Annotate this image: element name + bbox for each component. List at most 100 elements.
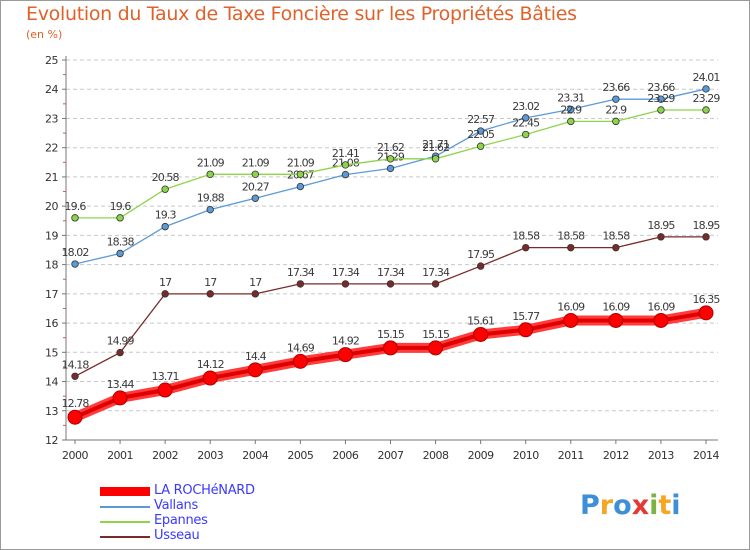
data-label: 22.45 bbox=[512, 117, 540, 130]
data-label: 17.34 bbox=[377, 266, 405, 279]
data-point bbox=[71, 214, 79, 222]
data-label: 21.62 bbox=[377, 141, 404, 154]
data-point bbox=[431, 280, 440, 288]
legend-swatch-usseau bbox=[100, 536, 150, 538]
data-label: 23.29 bbox=[647, 92, 675, 105]
data-point bbox=[112, 390, 128, 406]
data-point bbox=[251, 290, 259, 298]
data-point bbox=[428, 340, 444, 356]
data-point bbox=[522, 114, 530, 122]
data-label: 21.09 bbox=[287, 156, 315, 169]
data-point bbox=[476, 142, 485, 150]
x-tick-label: 2010 bbox=[513, 449, 539, 462]
x-tick-label: 2001 bbox=[107, 449, 133, 462]
data-point bbox=[341, 161, 350, 169]
logo-letter: i bbox=[649, 490, 659, 521]
data-point bbox=[251, 170, 259, 178]
data-point bbox=[702, 106, 710, 114]
data-point bbox=[567, 117, 575, 126]
data-label: 18.95 bbox=[693, 219, 721, 232]
data-label: 13.71 bbox=[152, 370, 179, 383]
logo-letter: i bbox=[671, 490, 681, 521]
data-label: 14.99 bbox=[107, 335, 135, 348]
y-tick-label: 15 bbox=[45, 346, 58, 359]
data-label: 15.15 bbox=[422, 328, 450, 341]
data-label: 17.34 bbox=[422, 266, 450, 279]
data-point bbox=[473, 326, 489, 342]
data-label: 13.44 bbox=[107, 378, 135, 391]
data-label: 23.66 bbox=[647, 81, 675, 94]
x-tick-label: 2002 bbox=[152, 449, 178, 462]
chart-title: Evolution du Taux de Taxe Foncière sur l… bbox=[26, 3, 577, 25]
data-point bbox=[657, 106, 665, 114]
legend-label-la-rochenard: LA ROCHéNARD bbox=[154, 483, 255, 498]
data-label: 18.38 bbox=[107, 236, 135, 249]
x-tick-label: 2011 bbox=[558, 449, 584, 462]
data-label: 14.12 bbox=[197, 358, 224, 371]
logo-letter: o bbox=[613, 490, 632, 521]
data-point bbox=[296, 170, 305, 178]
legend-item: LA ROCHéNARD bbox=[100, 483, 360, 499]
data-label: 20.58 bbox=[152, 171, 180, 184]
data-label: 14.4 bbox=[245, 350, 267, 363]
data-point bbox=[383, 340, 398, 356]
data-point bbox=[612, 117, 620, 126]
y-tick-label: 25 bbox=[45, 54, 58, 67]
series-line bbox=[75, 109, 706, 219]
y-tick-label: 13 bbox=[45, 405, 58, 418]
data-label: 18.58 bbox=[557, 230, 585, 243]
data-point bbox=[296, 280, 305, 288]
x-tick-label: 2009 bbox=[468, 449, 494, 462]
data-point bbox=[522, 130, 530, 139]
x-tick-label: 2004 bbox=[242, 449, 268, 462]
data-point bbox=[161, 222, 169, 231]
data-point bbox=[698, 305, 714, 321]
logo-letter: r bbox=[599, 490, 614, 521]
data-point bbox=[657, 95, 665, 103]
data-label: 23.02 bbox=[512, 100, 539, 113]
data-label: 24.01 bbox=[693, 71, 720, 84]
x-tick-label: 2000 bbox=[62, 449, 88, 462]
y-tick-label: 16 bbox=[45, 317, 58, 330]
data-label: 20.27 bbox=[242, 180, 270, 193]
data-point bbox=[657, 233, 665, 241]
data-point bbox=[608, 312, 624, 328]
data-label: 18.58 bbox=[512, 230, 540, 243]
data-label: 21.41 bbox=[332, 147, 359, 160]
x-tick-label: 2007 bbox=[378, 449, 404, 462]
data-label: 18.95 bbox=[647, 219, 675, 232]
data-label: 23.29 bbox=[693, 92, 721, 105]
series-vallans: 18.0218.3819.319.8820.2720.6721.0821.292… bbox=[62, 71, 720, 268]
y-tick-label: 18 bbox=[45, 259, 58, 272]
data-point bbox=[202, 370, 218, 386]
y-tick-label: 17 bbox=[45, 288, 58, 301]
data-label: 16.09 bbox=[647, 300, 675, 313]
x-tick-label: 2008 bbox=[423, 449, 449, 462]
data-point bbox=[71, 372, 79, 380]
data-label: 18.02 bbox=[62, 246, 89, 259]
legend-swatch-epannes bbox=[100, 521, 150, 523]
y-tick-label: 12 bbox=[45, 434, 58, 447]
data-label: 16.09 bbox=[557, 300, 585, 313]
data-point bbox=[431, 155, 440, 163]
x-tick-label: 2003 bbox=[197, 449, 223, 462]
data-label: 22.57 bbox=[467, 113, 495, 126]
legend: LA ROCHéNARD Vallans Epannes Usseau bbox=[100, 483, 360, 544]
data-point bbox=[567, 243, 575, 252]
data-label: 22.9 bbox=[605, 103, 627, 116]
data-label: 22.05 bbox=[467, 128, 495, 141]
data-point bbox=[116, 214, 124, 222]
data-label: 23.31 bbox=[557, 91, 584, 104]
legend-swatch-la-rochenard bbox=[100, 487, 150, 496]
data-point bbox=[337, 347, 353, 363]
data-point bbox=[206, 205, 214, 214]
proxiti-logo: Proxiti bbox=[580, 490, 681, 521]
x-tick-label: 2005 bbox=[287, 449, 313, 462]
y-tick-label: 21 bbox=[45, 171, 58, 184]
y-tick-label: 23 bbox=[45, 112, 58, 125]
legend-label-epannes: Epannes bbox=[154, 513, 208, 528]
x-tick-label: 2006 bbox=[332, 449, 358, 462]
